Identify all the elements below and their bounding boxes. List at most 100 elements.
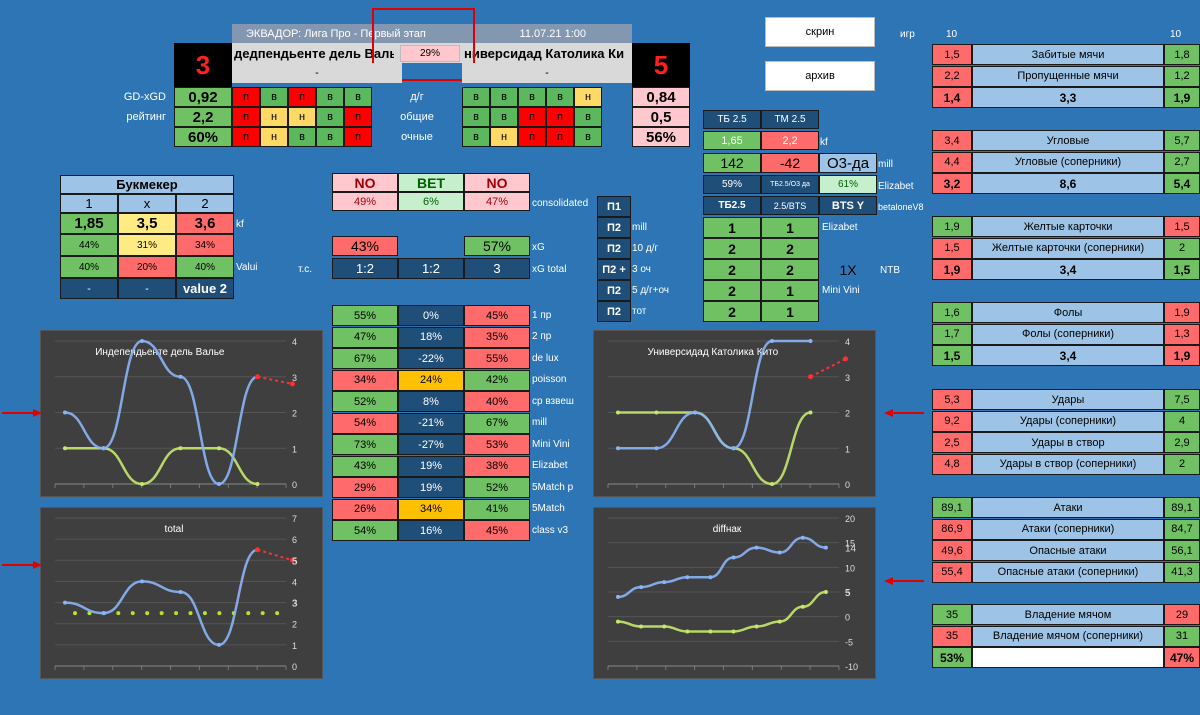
highlight-box — [372, 8, 475, 81]
chart-title: Индепендьенте дель Валье — [95, 347, 225, 358]
data-label: 3 — [292, 599, 298, 610]
away-form-cell: н — [490, 127, 518, 147]
stat-name — [972, 647, 1164, 668]
bookmaker-title: Букмекер — [60, 175, 234, 194]
blue-series-point — [777, 550, 782, 555]
method-name: 5Match p — [532, 481, 574, 493]
blue-series-point — [178, 374, 183, 379]
red-point — [843, 356, 848, 362]
stat-home: 1,9 — [932, 259, 972, 280]
stat-home: 2,5 — [932, 432, 972, 453]
y-tick-label: 1 — [292, 641, 297, 651]
xg-total: 3 — [464, 258, 530, 279]
away-form-cell: в — [546, 87, 574, 107]
method-home: 34% — [332, 369, 398, 391]
home-form-cell: п — [232, 87, 260, 107]
blue-series-point — [616, 446, 620, 451]
blue-series-point — [63, 410, 67, 415]
bts-3: BTS Y — [819, 196, 877, 215]
stat-home: 1,5 — [932, 345, 972, 366]
away-score: 5 — [632, 43, 690, 87]
stat-name: Удары в створ (соперники) — [972, 453, 1164, 475]
arrow-left-2-icon — [2, 560, 42, 569]
stat-name: 3,4 — [972, 259, 1164, 280]
home-score: 3 — [174, 43, 232, 87]
screen-button[interactable]: скрин — [765, 17, 875, 47]
arrow-right-2-icon — [884, 576, 924, 585]
form-row-label: GD-xGD — [123, 90, 166, 103]
bookmaker-pct2: 40% — [176, 256, 234, 278]
red-point — [290, 381, 295, 387]
home-form-cell: в — [288, 127, 316, 147]
red-point — [290, 557, 295, 563]
home-goals-chart: 0 1 2 3 4 Индепендьенте дель Валье — [40, 330, 323, 497]
home-form-cell: п — [344, 107, 372, 127]
home-form-cell: п — [344, 127, 372, 147]
xg-total: 1:2 — [398, 258, 464, 279]
away-form-value: 0,5 — [632, 107, 690, 127]
stat-home: 89,1 — [932, 497, 972, 518]
blue-series-point — [616, 594, 620, 599]
away-form-value: 56% — [632, 127, 690, 147]
p-cell: П2 + — [597, 259, 631, 280]
kf-label: kf — [236, 218, 244, 230]
p-label: 3 оч — [632, 263, 651, 275]
xg-total-label: xG total — [532, 263, 567, 275]
home-form-value: 2,2 — [174, 107, 232, 127]
bookmaker-value: - — [60, 278, 118, 299]
method-draw: -27% — [398, 434, 464, 455]
green-series-point — [260, 611, 265, 616]
away-form-cell: в — [574, 127, 602, 147]
tm-header: ТМ 2.5 — [761, 110, 819, 129]
stat-home: 55,4 — [932, 561, 972, 583]
bet-pct: 47% — [464, 192, 530, 211]
blue-series-point — [217, 642, 221, 647]
away-form-cell: н — [574, 87, 602, 107]
method-draw: 19% — [398, 477, 464, 498]
blue-series-point — [800, 535, 805, 540]
away-form-cell: в — [490, 87, 518, 107]
green-series-point — [116, 611, 121, 616]
away-form-cell: п — [546, 107, 574, 127]
method-home: 52% — [332, 391, 398, 412]
stat-name: Фолы — [972, 302, 1164, 323]
league-title: ЭКВАДОР: Лига Про - Первый этап — [232, 24, 462, 43]
totals-row-tb: 2 — [703, 280, 761, 301]
green-series-point — [654, 410, 659, 415]
totals-kf-label: kf — [820, 136, 828, 148]
method-away: 40% — [464, 391, 530, 412]
stat-away: 29 — [1164, 604, 1200, 625]
stat-home: 3,2 — [932, 173, 972, 194]
home-form-cell: н — [260, 127, 288, 147]
ntb-label: NTB — [880, 264, 900, 276]
p-label: 10 д/г — [632, 242, 659, 254]
home-form-cell: в — [316, 127, 344, 147]
blue-series-point — [140, 339, 144, 343]
eliz-label: Elizabet — [878, 180, 914, 192]
mill-label: mill — [878, 158, 893, 170]
stat-away: 47% — [1164, 647, 1200, 668]
form-row-label: рейтинг — [126, 110, 166, 123]
stat-name: Фолы (соперники) — [972, 323, 1164, 345]
blue-series-point — [63, 600, 67, 605]
stat-away: 1,9 — [1164, 87, 1200, 108]
method-home: 73% — [332, 434, 398, 455]
bookmaker-kf: 3,5 — [118, 213, 176, 234]
y-tick-label: 0 — [292, 662, 297, 672]
method-away: 38% — [464, 455, 530, 477]
green-series-point — [770, 482, 774, 486]
stat-name: Желтые карточки — [972, 216, 1164, 237]
form-row-type: общие — [400, 111, 434, 123]
bookmaker-value: - — [118, 278, 176, 299]
home-form-cell: в — [344, 87, 372, 107]
y-tick-label: 3 — [292, 599, 297, 609]
method-away: 67% — [464, 412, 530, 434]
stat-home: 1,9 — [932, 216, 972, 237]
method-away: 52% — [464, 477, 530, 498]
archive-button[interactable]: архив — [765, 61, 875, 91]
method-home: 43% — [332, 455, 398, 477]
stat-away: 1,9 — [1164, 302, 1200, 323]
green-series-point — [639, 624, 644, 629]
y-tick-label: 10 — [845, 563, 855, 573]
green-series-point — [255, 482, 260, 486]
